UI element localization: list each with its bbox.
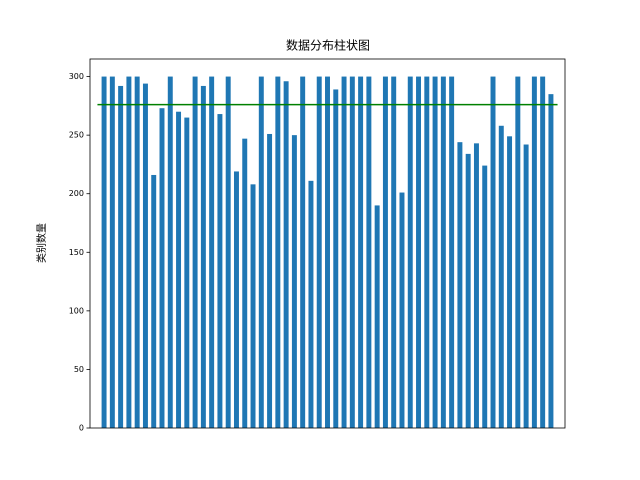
bar — [167, 76, 173, 429]
bar — [515, 76, 521, 429]
bar — [242, 138, 248, 428]
bar — [209, 76, 215, 429]
bar — [374, 205, 380, 428]
bar — [465, 153, 471, 428]
bar — [449, 76, 455, 429]
chart-title: 数据分布柱状图 — [286, 38, 370, 53]
bar — [457, 142, 463, 428]
bar — [407, 76, 413, 429]
bar — [159, 108, 165, 428]
y-tick-label: 0 — [79, 424, 84, 433]
y-tick-label: 150 — [69, 248, 84, 257]
bar — [333, 89, 339, 428]
bar — [283, 81, 289, 428]
y-tick-label: 100 — [69, 306, 84, 315]
bar — [490, 76, 496, 429]
bar — [267, 133, 273, 428]
bar — [432, 76, 438, 429]
bar — [291, 135, 297, 428]
bar — [200, 85, 206, 428]
bar — [382, 76, 388, 429]
y-tick-label: 200 — [69, 189, 84, 198]
bar — [225, 76, 231, 429]
bar — [118, 85, 124, 428]
bar — [325, 76, 330, 429]
bar — [391, 76, 397, 429]
bar — [126, 76, 132, 429]
bar — [192, 76, 198, 429]
bar — [540, 76, 546, 429]
bar — [316, 76, 322, 429]
bar — [176, 111, 182, 428]
bar — [416, 76, 422, 429]
y-axis-label: 类别数量 — [35, 223, 48, 263]
bar — [308, 180, 314, 428]
y-tick-label: 50 — [74, 365, 84, 374]
bar — [258, 76, 264, 429]
bar — [358, 76, 364, 429]
y-tick-label: 300 — [69, 72, 84, 81]
bar — [424, 76, 430, 429]
bar — [134, 76, 140, 429]
bar — [217, 114, 223, 429]
bar — [275, 76, 281, 429]
bar — [399, 192, 405, 428]
bar — [548, 94, 554, 429]
bar — [366, 76, 372, 429]
bar — [498, 125, 504, 429]
bar — [300, 76, 306, 429]
bar — [250, 184, 256, 428]
bar — [531, 76, 537, 429]
plot-frame — [89, 58, 566, 429]
y-tick-label: 250 — [69, 131, 84, 140]
bar — [142, 83, 148, 428]
bar — [151, 174, 157, 428]
bar — [482, 165, 488, 428]
bar — [101, 76, 107, 429]
bar — [341, 76, 347, 429]
bar — [184, 117, 190, 429]
bar — [523, 144, 529, 428]
bar — [233, 171, 239, 428]
bar — [109, 76, 115, 429]
bar — [349, 76, 355, 429]
bar — [507, 136, 513, 429]
bar — [473, 143, 479, 429]
bar — [440, 76, 446, 429]
